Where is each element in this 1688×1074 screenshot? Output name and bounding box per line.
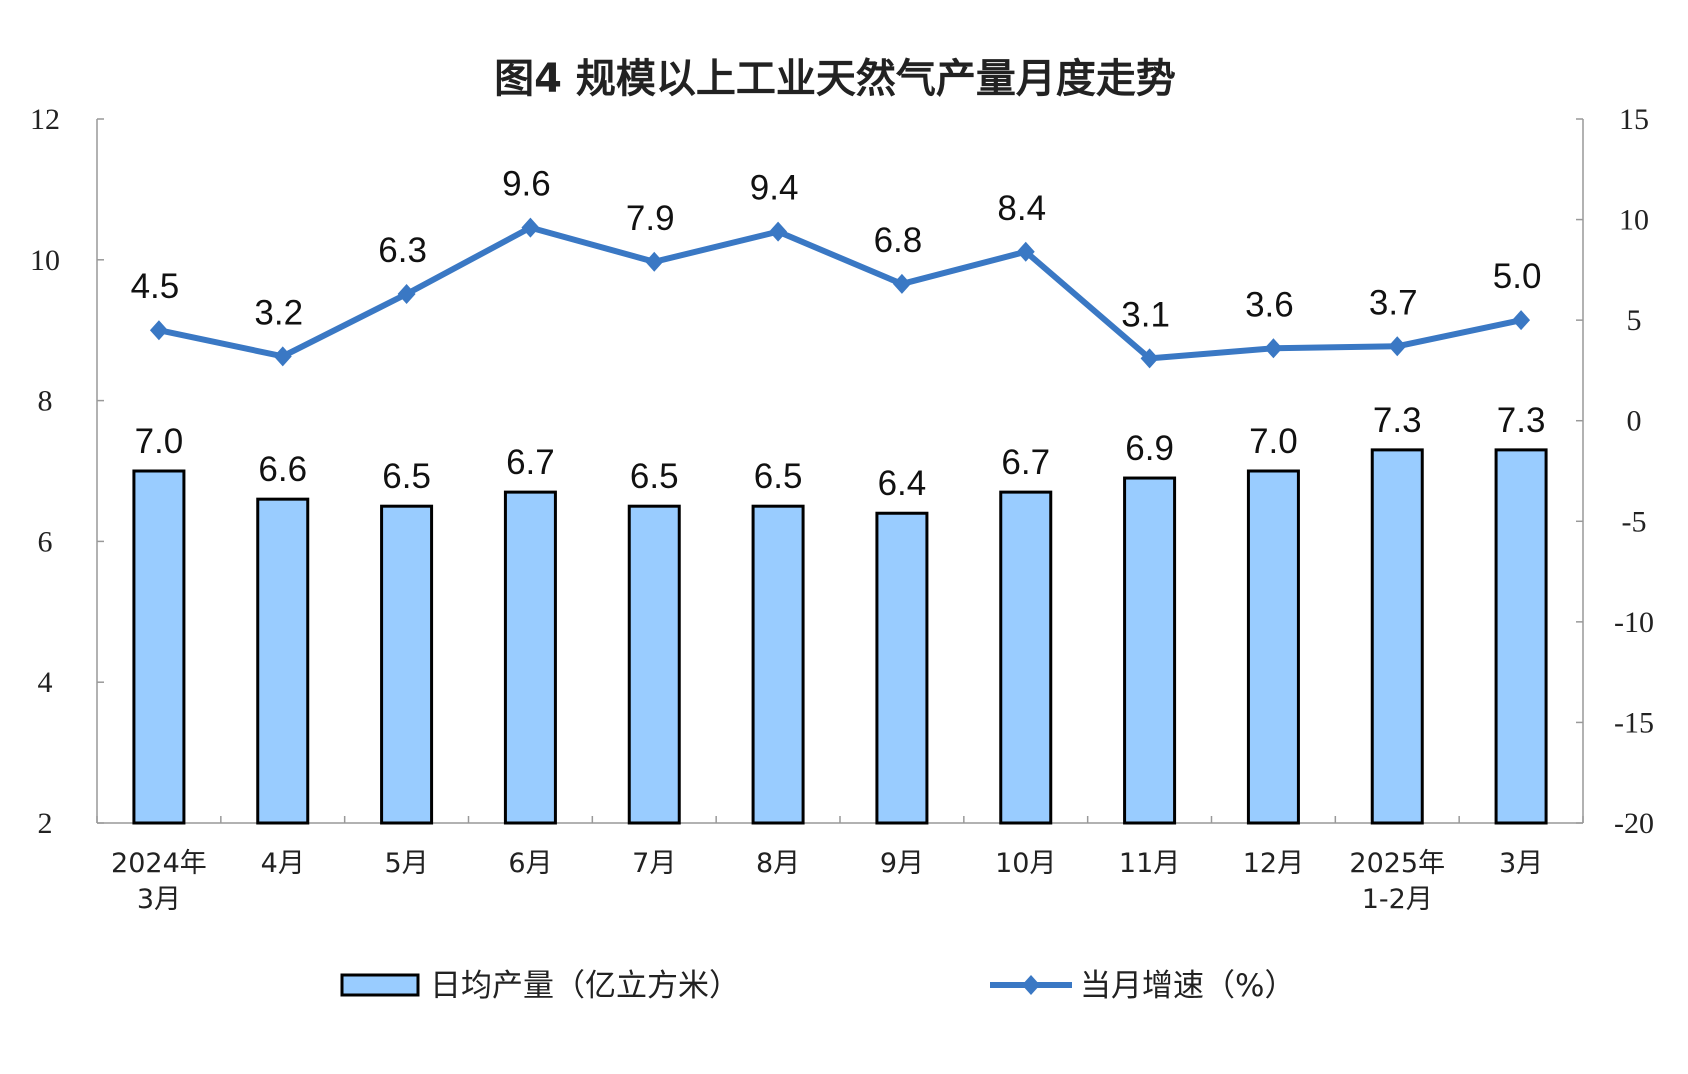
line-marker xyxy=(1388,336,1407,357)
right-tick-label: 5 xyxy=(1627,304,1642,337)
chart-title: 图4 规模以上工业天然气产量月度走势 xyxy=(494,56,1176,102)
bar-data-label: 6.6 xyxy=(258,450,307,489)
left-tick-label: 6 xyxy=(38,525,53,558)
bar-data-label: 6.5 xyxy=(382,457,431,496)
line-data-label: 3.1 xyxy=(1121,295,1170,334)
bar xyxy=(503,490,557,825)
x-tick-label: 2025年 xyxy=(1349,848,1445,879)
x-tick-label: 2024年 xyxy=(111,848,207,879)
bar xyxy=(1370,448,1424,825)
line-marker xyxy=(521,217,540,238)
x-tick-label: 8月 xyxy=(756,848,800,879)
growth-line xyxy=(158,224,1522,362)
bar xyxy=(751,504,805,825)
legend-bar-swatch xyxy=(340,973,420,997)
bar xyxy=(1123,476,1177,825)
bar-data-label: 7.3 xyxy=(1373,401,1422,440)
line-data-label: 9.6 xyxy=(502,165,551,204)
left-tick-label: 4 xyxy=(38,666,53,699)
line-data-label: 7.9 xyxy=(626,199,675,238)
right-tick-label: -5 xyxy=(1622,505,1647,538)
legend-bar-label: 日均产量（亿立方米） xyxy=(430,968,740,1004)
x-tick-label: 3月 xyxy=(1499,848,1543,879)
legend-line-label: 当月增速（%） xyxy=(1080,968,1295,1004)
line-data-label: 5.0 xyxy=(1493,257,1542,296)
x-tick-label: 1-2月 xyxy=(1362,884,1433,915)
line-marker xyxy=(149,320,168,341)
right-tick-label: 10 xyxy=(1619,204,1649,237)
line-data-label: 3.6 xyxy=(1245,285,1294,324)
line-marker xyxy=(1264,338,1283,359)
bar-data-label: 6.9 xyxy=(1125,429,1174,468)
x-tick-label: 7月 xyxy=(632,848,676,879)
line-data-label: 9.4 xyxy=(750,169,799,208)
line-marker xyxy=(1140,348,1159,369)
bar xyxy=(380,504,434,825)
bar-data-label: 7.0 xyxy=(135,422,184,461)
line-data-label: 8.4 xyxy=(997,189,1046,228)
bar xyxy=(256,497,310,825)
x-tick-label: 10月 xyxy=(995,848,1056,879)
line-data-label: 3.2 xyxy=(254,293,303,332)
bar-data-label: 6.5 xyxy=(630,457,679,496)
bar-data-label: 7.0 xyxy=(1249,422,1298,461)
right-tick-label: -10 xyxy=(1614,606,1654,639)
bar-data-label: 6.7 xyxy=(1001,443,1050,482)
bar xyxy=(1246,469,1300,825)
bar xyxy=(999,490,1053,825)
right-tick-label: -20 xyxy=(1614,807,1654,840)
line-data-label: 4.5 xyxy=(131,267,180,306)
x-tick-label: 6月 xyxy=(508,848,552,879)
line-marker xyxy=(273,346,292,367)
x-tick-label: 11月 xyxy=(1119,848,1180,879)
line-marker xyxy=(645,251,664,272)
x-tick-label: 9月 xyxy=(880,848,924,879)
bar-data-label: 7.3 xyxy=(1497,401,1546,440)
line-data-label: 6.3 xyxy=(378,231,427,270)
x-tick-label: 4月 xyxy=(261,848,305,879)
bar-data-label: 6.4 xyxy=(878,464,927,503)
left-tick-label: 2 xyxy=(38,807,53,840)
bar-data-label: 6.7 xyxy=(506,443,555,482)
x-tick-label: 5月 xyxy=(384,848,428,879)
bar xyxy=(875,511,929,825)
line-data-label: 6.8 xyxy=(874,221,923,260)
right-tick-label: 0 xyxy=(1627,405,1642,438)
left-tick-label: 10 xyxy=(30,244,60,277)
bar xyxy=(1494,448,1548,825)
line-marker xyxy=(892,273,911,294)
bar xyxy=(132,469,186,825)
x-tick-label: 12月 xyxy=(1243,848,1304,879)
left-tick-label: 12 xyxy=(30,103,60,136)
line-marker xyxy=(397,283,416,304)
right-tick-label: 15 xyxy=(1619,103,1649,136)
bar-data-label: 6.5 xyxy=(754,457,803,496)
right-tick-label: -15 xyxy=(1614,706,1654,739)
line-marker xyxy=(1016,241,1035,262)
left-tick-label: 8 xyxy=(38,385,53,418)
x-tick-label: 3月 xyxy=(137,884,181,915)
line-data-label: 3.7 xyxy=(1369,283,1418,322)
bar xyxy=(627,504,681,825)
line-marker xyxy=(769,221,788,242)
legend-diamond-icon xyxy=(1022,975,1040,995)
line-marker xyxy=(1512,310,1531,331)
